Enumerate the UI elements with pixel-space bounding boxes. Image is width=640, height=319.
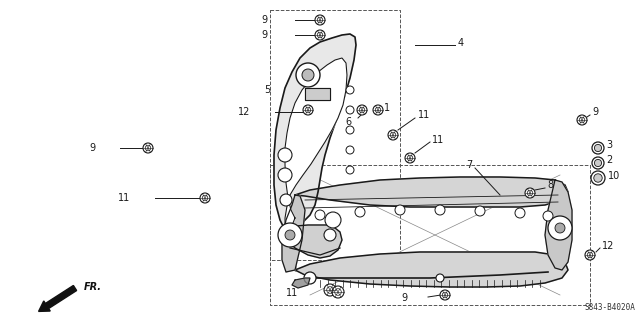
Text: 9: 9 <box>262 15 268 25</box>
Circle shape <box>200 193 210 203</box>
Polygon shape <box>280 225 342 258</box>
Circle shape <box>278 148 292 162</box>
Text: 9: 9 <box>592 107 598 117</box>
Polygon shape <box>295 177 568 287</box>
Circle shape <box>315 15 325 25</box>
Circle shape <box>346 86 354 94</box>
Circle shape <box>388 130 398 140</box>
Text: 4: 4 <box>458 38 464 48</box>
Circle shape <box>543 211 553 221</box>
Text: 12: 12 <box>602 241 614 251</box>
Circle shape <box>355 207 365 217</box>
FancyArrow shape <box>38 286 77 311</box>
Circle shape <box>435 205 445 215</box>
Text: 7: 7 <box>466 160 472 170</box>
Circle shape <box>325 212 341 228</box>
Circle shape <box>315 210 325 220</box>
Circle shape <box>525 188 535 198</box>
Circle shape <box>346 166 354 174</box>
Text: FR.: FR. <box>84 282 102 292</box>
Polygon shape <box>545 180 572 270</box>
Circle shape <box>440 290 450 300</box>
Text: 9: 9 <box>262 30 268 40</box>
Circle shape <box>280 194 292 206</box>
Circle shape <box>592 157 604 169</box>
Text: 11: 11 <box>432 135 444 145</box>
Circle shape <box>302 69 314 81</box>
Circle shape <box>373 105 383 115</box>
Circle shape <box>592 142 604 154</box>
Circle shape <box>436 274 444 282</box>
Polygon shape <box>305 88 330 100</box>
Circle shape <box>315 30 325 40</box>
Text: 11: 11 <box>418 110 430 120</box>
Text: 2: 2 <box>606 155 612 165</box>
Circle shape <box>595 160 602 167</box>
Circle shape <box>332 286 344 298</box>
Circle shape <box>278 168 292 182</box>
Circle shape <box>324 284 336 296</box>
Text: 1: 1 <box>384 103 390 113</box>
Polygon shape <box>274 34 356 230</box>
Circle shape <box>405 153 415 163</box>
Text: 11: 11 <box>285 288 298 298</box>
Text: 11: 11 <box>118 193 130 203</box>
Circle shape <box>595 145 602 152</box>
Circle shape <box>585 250 595 260</box>
Circle shape <box>591 171 605 185</box>
Circle shape <box>515 208 525 218</box>
Circle shape <box>577 115 587 125</box>
Circle shape <box>304 272 316 284</box>
Circle shape <box>324 229 336 241</box>
Circle shape <box>395 205 405 215</box>
Text: 9: 9 <box>89 143 95 153</box>
Polygon shape <box>285 58 347 228</box>
Text: S843-B4020A: S843-B4020A <box>584 303 635 312</box>
Circle shape <box>555 223 565 233</box>
Text: 8: 8 <box>547 180 553 190</box>
Polygon shape <box>292 278 310 288</box>
Text: 9: 9 <box>401 293 407 303</box>
Circle shape <box>346 106 354 114</box>
Circle shape <box>278 223 302 247</box>
Circle shape <box>346 146 354 154</box>
Polygon shape <box>282 195 305 272</box>
Circle shape <box>475 206 485 216</box>
Text: 3: 3 <box>606 140 612 150</box>
Text: 6: 6 <box>346 117 352 127</box>
Circle shape <box>346 126 354 134</box>
Text: 5: 5 <box>264 85 270 95</box>
Circle shape <box>296 63 320 87</box>
Circle shape <box>143 143 153 153</box>
Circle shape <box>548 216 572 240</box>
Circle shape <box>594 174 602 182</box>
Circle shape <box>357 105 367 115</box>
Circle shape <box>285 230 295 240</box>
Text: 10: 10 <box>608 171 620 181</box>
Text: 12: 12 <box>237 107 250 117</box>
Circle shape <box>303 105 313 115</box>
